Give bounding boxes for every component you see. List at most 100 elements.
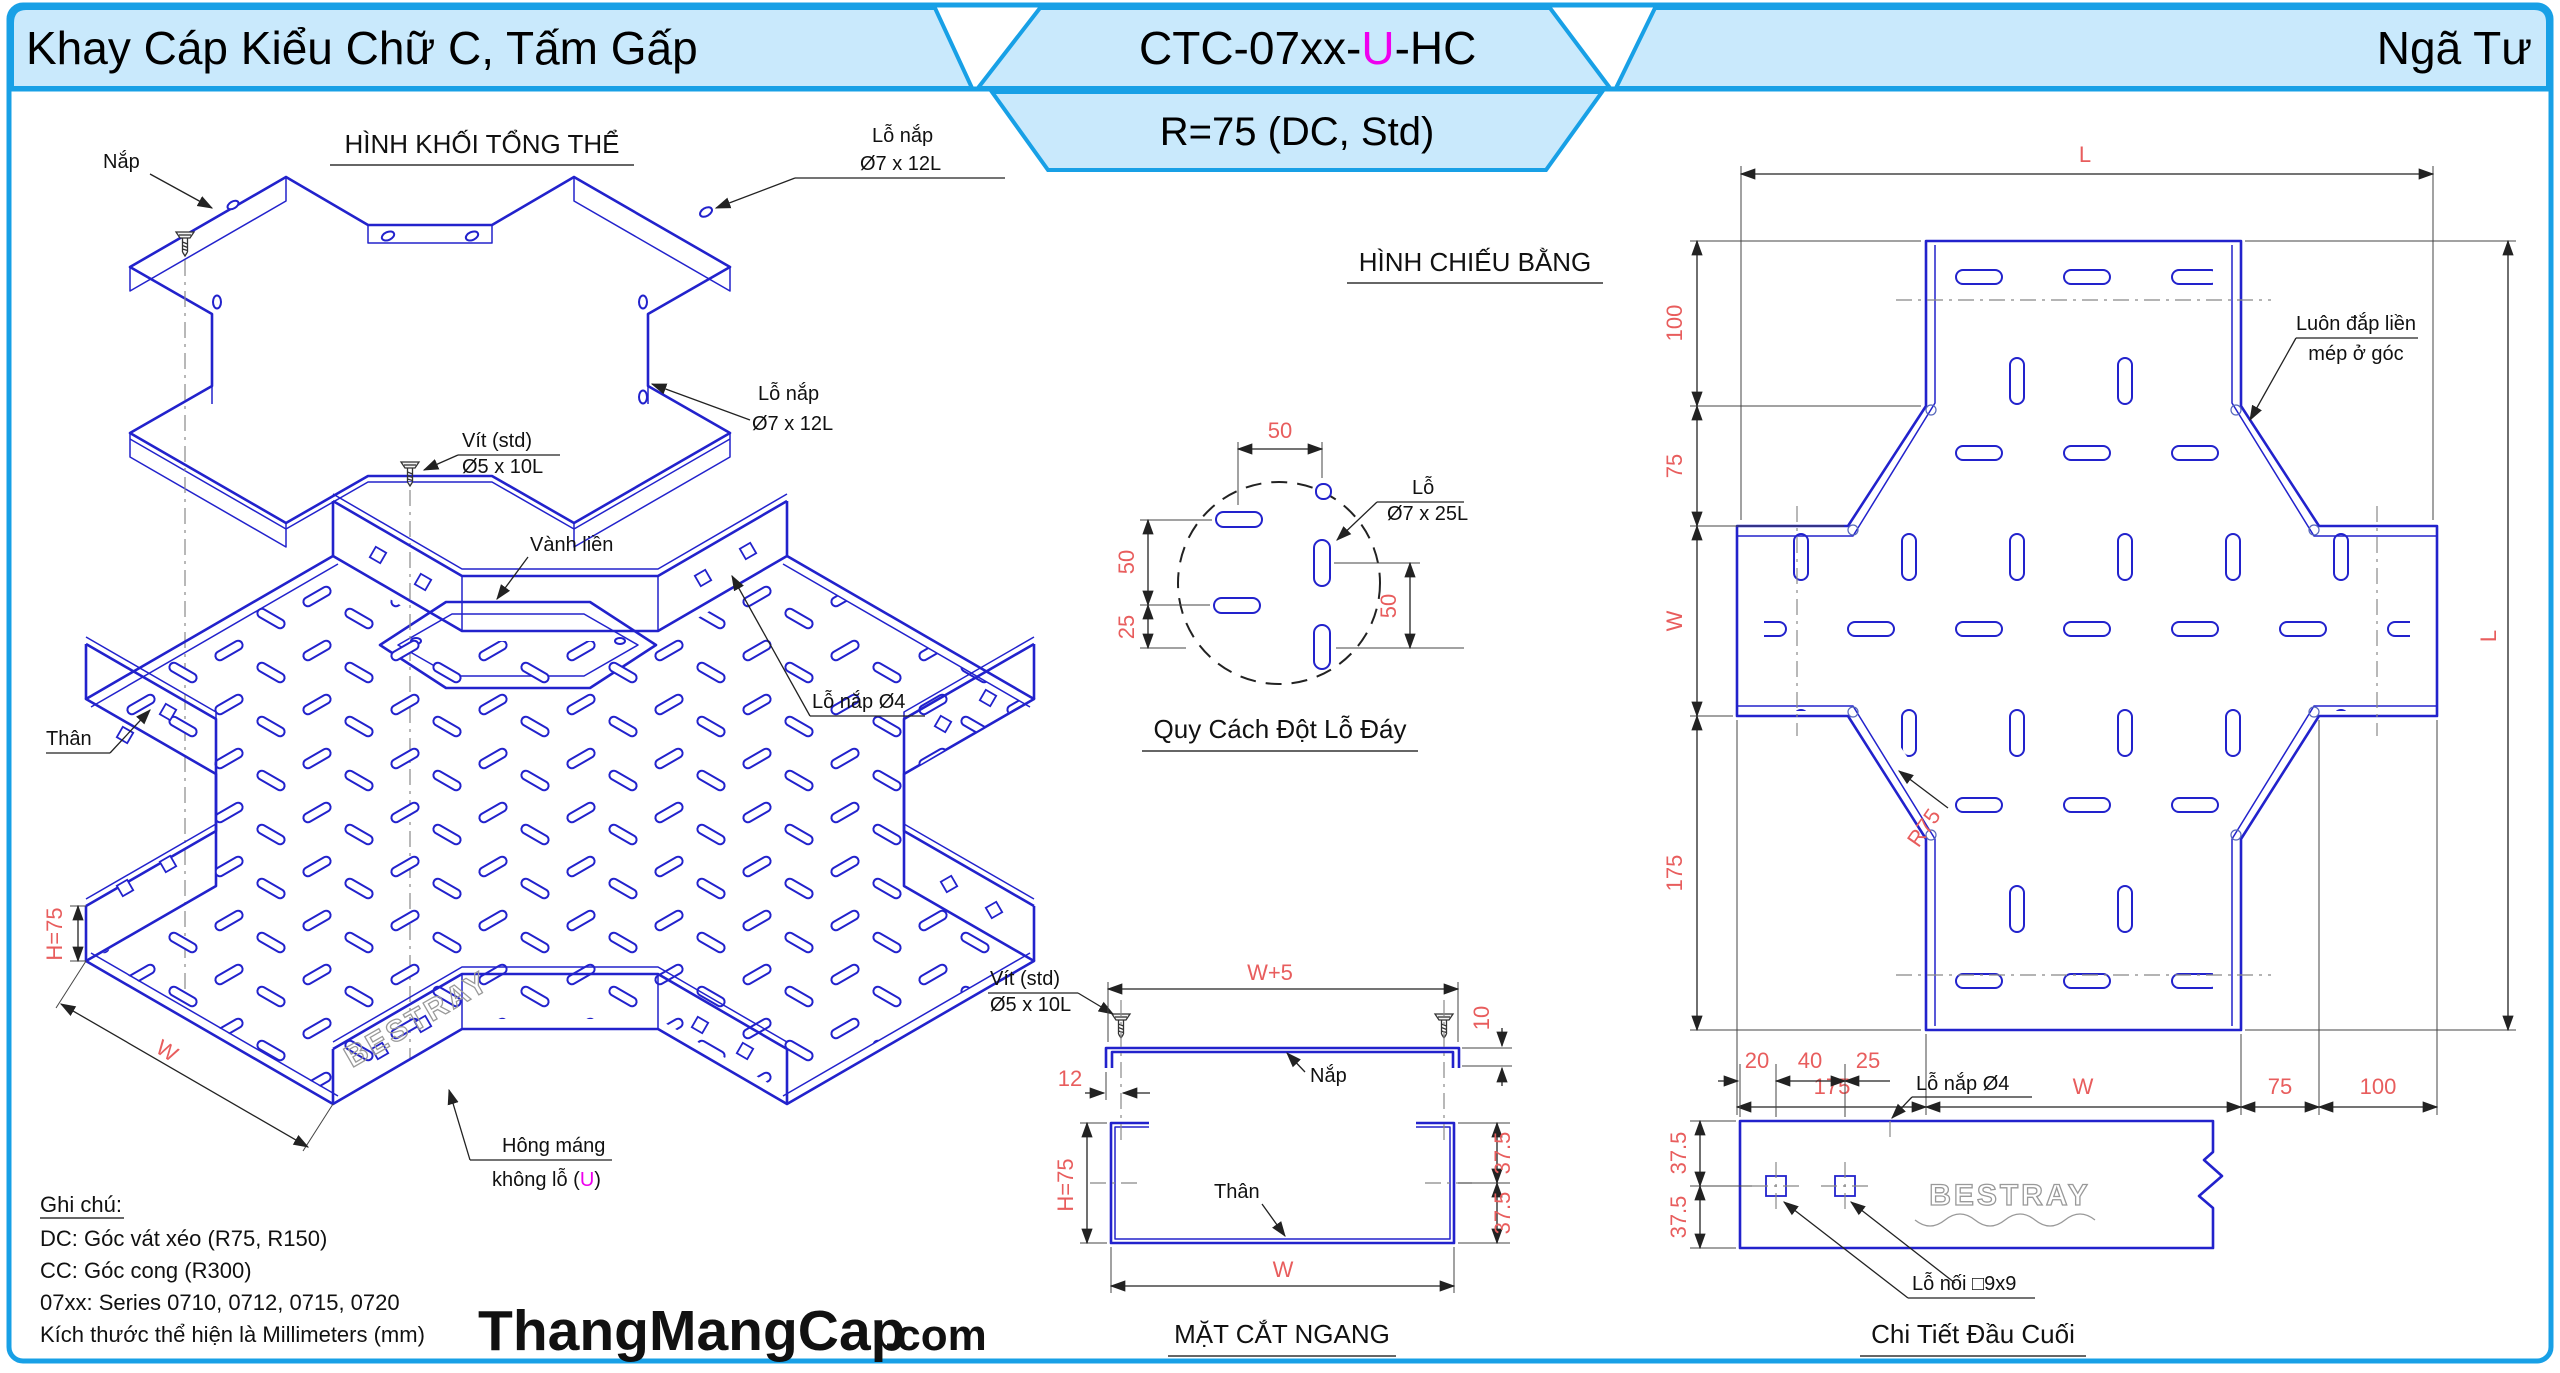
notes: Ghi chú: DC: Góc vát xéo (R75, R150) CC:… [40,1192,425,1347]
plan-centerlines [1796,299,2378,976]
notes-heading: Ghi chú: [40,1192,122,1217]
plan-dim-75-left: 75 [1662,454,1687,478]
bottom-slot [1313,624,1331,670]
cross-section: Vít (std) Ø5 x 10L Nắp Thân W+5 10 12 H=… [988,960,1515,1293]
plan-dim-L-top: L [2079,142,2091,167]
end-hole-top-label: Lỗ nắp Ø4 [1916,1072,2009,1095]
cover-hole4-label: Lỗ nắp Ø4 [812,690,905,713]
chamfer-hole-label-line2: Ø7 x 12L [752,413,833,435]
punch-detail: 50 50 25 50 Lỗ Ø7 x 25L [1114,418,1468,685]
section-dim-375b: 37.5 [1490,1192,1515,1235]
punch-dim-25-left: 25 [1114,615,1139,639]
body-wall-edges [215,576,905,1029]
end-hole-bottom-label: Lỗ nối □9x9 [1912,1272,2016,1295]
screw-label-line1: Vít (std) [462,430,532,452]
corner-note-line2: mép ở góc [2308,343,2403,365]
header-band-sub [988,90,1606,172]
cover-hole [226,199,240,211]
body-wall-corners [84,501,1036,1104]
screw-icon [175,231,195,257]
section-body-outer [1109,1121,1456,1245]
end-detail: BESTRAY 20 40 25 Lỗ nắp Ø4 37.5 37.5 Lỗ … [1666,1048,2224,1299]
plan-dim-100-left: 100 [1662,305,1687,342]
end-plate-outline [1738,1119,2224,1250]
cover-hole [380,230,396,242]
section-dim-10: 10 [1469,1006,1494,1030]
chamfer-hole-label-line1: Lỗ nắp [758,382,819,405]
side-wall-label-line1: Hông máng [502,1135,605,1157]
section-cover [1104,1046,1461,1068]
section-dim-h75: H=75 [1053,1158,1078,1211]
header: Khay Cáp Kiểu Chữ C, Tấm Gấp CTC-07xx-U-… [10,6,2550,172]
view-titles: HÌNH KHỐI TỔNG THỂ HÌNH CHIẾU BẰNG Quy C… [330,129,2086,1357]
section-screw-label-line2: Ø5 x 10L [990,994,1071,1016]
note-line: Kích thước thể hiện là Millimeters (mm) [40,1322,425,1347]
logo-suffix: .com [884,1311,987,1360]
bottom-slot [1313,539,1331,587]
end-dim-375b: 37.5 [1666,1196,1691,1239]
header-band-center [973,6,1614,90]
cover-label: Nắp [103,150,140,173]
punch-detail-circle [1177,481,1381,685]
end-dim-375a: 37.5 [1666,1132,1691,1175]
punch-dim-50-left: 50 [1114,550,1139,574]
note-line: 07xx: Series 0710, 0712, 0715, 0720 [40,1290,400,1315]
cover-hole-label-line2: Ø7 x 12L [860,153,941,175]
iso-height-dim: H=75 [42,907,67,960]
section-body-inner [1114,1126,1451,1240]
end-dim-40: 40 [1798,1048,1822,1073]
corner-note-line1: Luôn đắp liền [2296,312,2416,335]
header-band-left [10,6,976,90]
corner-weld-marks [1847,404,2320,841]
section-dim-w: W [1273,1257,1294,1282]
screw-label-line2: Ø5 x 10L [462,456,543,478]
punch-dim-50-right: 50 [1376,594,1401,618]
header-band-right [1612,6,2550,90]
wall-square-holes [115,541,1004,1061]
iso-width-dim: W [152,1035,183,1067]
bestray-logo-embossed: BESTRAY [1929,1179,2091,1212]
section-dim-375a: 37.5 [1490,1132,1515,1175]
site-logo: ThangMangCap .com [478,1299,987,1363]
section-dim-w5: W+5 [1247,960,1293,985]
bestray-logo-underline [1914,1213,2096,1227]
cover-thickness-edge [129,438,731,530]
cover-flanges [129,176,731,548]
body-end-edges [90,563,1031,1097]
punch-detail-title: Quy Cách Đột Lỗ Đáy [1154,714,1407,744]
plan-dim-175-left: 175 [1662,855,1687,892]
bottom-slot [1215,511,1263,528]
body-label: Thân [46,728,92,750]
section-view-title: MẶT CẮT NGANG [1174,1319,1390,1349]
bottom-slot-partial [1315,483,1332,500]
product-code: CTC-07xx-U-HC [1139,22,1476,74]
plan-view: Luôn đắp liền mép ở góc L L 100 75 W 175 [1662,142,2516,1115]
end-dim-25: 25 [1856,1048,1880,1073]
note-line: DC: Góc vát xéo (R75, R150) [40,1226,327,1251]
cover-outline [128,175,732,525]
section-cover-label: Nắp [1310,1064,1347,1087]
side-wall-label-line2: không lỗ (U) [492,1168,601,1191]
end-detail-title: Chi Tiết Đầu Cuối [1871,1319,2075,1349]
plan-dim-100-bottom: 100 [2360,1074,2397,1099]
sheet-title: Khay Cáp Kiểu Chữ C, Tấm Gấp [26,22,698,74]
cover-hole [464,230,480,242]
plan-dim-75-bottom: 75 [2268,1074,2292,1099]
fitting-type: Ngã Tư [2377,22,2532,74]
end-dim-20: 20 [1745,1048,1769,1073]
cover-hole-label-line1: Lỗ nắp [872,124,933,147]
sheet-border [6,2,2554,1364]
section-screw-label-line1: Vít (std) [990,968,1060,990]
cover-hole [638,294,648,310]
section-body-label: Thân [1214,1181,1260,1203]
punch-hole-label-line1: Lỗ [1412,476,1434,499]
body-floor-perforation [96,566,1024,1094]
section-dim-12: 12 [1058,1066,1082,1091]
cover-hole [638,389,648,405]
logo-brand: ThangMangCap [478,1299,905,1363]
rim-label: Vành liền [530,534,613,556]
hole-centerlines [1752,1121,1891,1210]
radius-spec: R=75 (DC, Std) [1160,110,1435,154]
